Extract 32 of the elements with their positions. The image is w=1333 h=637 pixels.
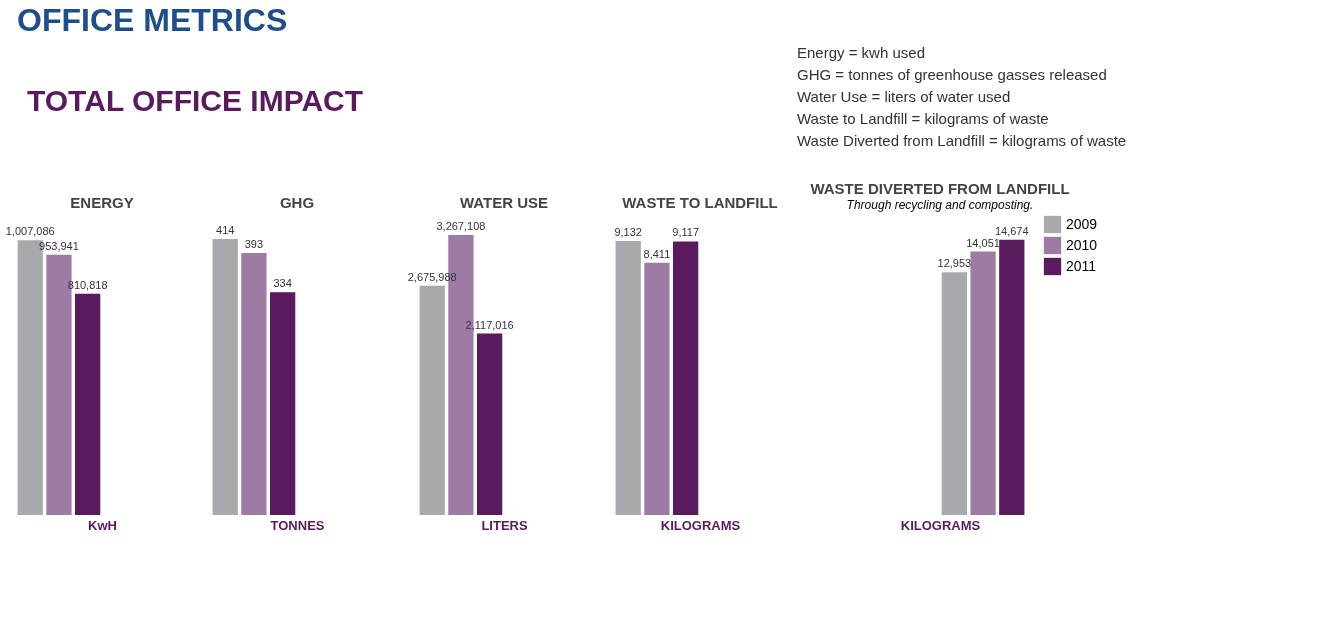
data-label: 9,117 xyxy=(672,226,699,239)
chart-title: WATER USE xyxy=(459,194,549,211)
data-label: 3,267,108 xyxy=(436,219,486,232)
data-label: 414 xyxy=(216,224,235,236)
data-label: 1,007,086 xyxy=(5,225,55,238)
text: Waste Diverted from Landfill = kilograms of waste xyxy=(797,132,1127,149)
x-axis-title: KILOGRAMS xyxy=(660,517,741,533)
x-axis-title: KwH xyxy=(88,517,117,533)
legend-label: 2009 xyxy=(1066,215,1098,232)
x-axis-title: KILOGRAMS xyxy=(900,517,981,533)
text: OFFICE METRICS xyxy=(17,2,288,38)
chart-title: WASTE TO LANDFILL xyxy=(622,194,778,211)
chart-title: GHG xyxy=(279,194,315,211)
chart-title: ENERGY xyxy=(70,194,134,211)
chart-title: WASTE DIVERTED FROM LANDFILL xyxy=(810,180,1070,197)
legend-label: 2011 xyxy=(1066,257,1097,274)
text: Water Use = liters of water used xyxy=(797,88,1011,105)
data-label: 393 xyxy=(244,238,264,250)
data-label: 14,674 xyxy=(994,224,1029,237)
data-label: 8,411 xyxy=(643,247,671,260)
data-label: 12,953 xyxy=(937,257,972,270)
legend-label: 2010 xyxy=(1066,236,1098,253)
x-axis-title: TONNES xyxy=(270,517,325,533)
text: Energy = kwh used xyxy=(797,44,925,61)
text: GHG = tonnes of greenhouse gasses released xyxy=(797,66,1107,83)
data-label: 334 xyxy=(273,277,292,290)
chart-subtitle: Through recycling and composting. xyxy=(846,198,1034,212)
x-axis-title: LITERS xyxy=(481,517,528,533)
text: TOTAL OFFICE IMPACT xyxy=(27,84,364,117)
text: Waste to Landfill = kilograms of waste xyxy=(797,110,1049,127)
data-label: 953,941 xyxy=(39,239,79,252)
data-label: 9,132 xyxy=(614,226,642,239)
